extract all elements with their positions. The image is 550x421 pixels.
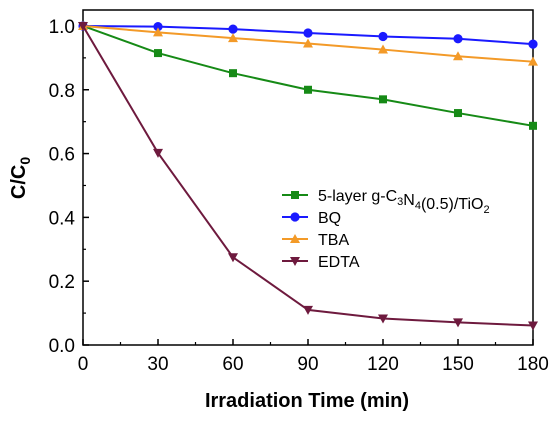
legend-label-part: N [403, 192, 415, 209]
data-point [228, 33, 238, 43]
data-point [78, 21, 88, 31]
x-tick-label: 90 [297, 354, 318, 375]
legend-marker [290, 212, 300, 222]
series-line [82, 25, 534, 327]
series-5-layer-g-c3n4-0-5-tio2 [79, 21, 537, 130]
data-point [528, 39, 538, 49]
data-point [453, 34, 463, 44]
data-point [303, 28, 313, 38]
y-tick-label: 0.8 [49, 81, 75, 102]
series-edta [78, 21, 538, 331]
x-tick-label: 150 [442, 354, 474, 375]
x-tick-label: 60 [222, 354, 243, 375]
x-tick-label: 30 [147, 354, 168, 375]
legend-label-part: BQ [318, 210, 341, 227]
legend-marker [291, 191, 299, 199]
data-point [228, 24, 238, 34]
legend-label-part: 4 [415, 200, 421, 212]
data-point [154, 49, 162, 58]
legend-item: BQ [282, 210, 341, 227]
legend-label-part: (0.5)/TiO [421, 196, 484, 213]
data-point [378, 31, 388, 42]
data-point [153, 27, 163, 37]
data-point [529, 121, 537, 130]
legend-label: BQ [318, 210, 341, 227]
data-point [304, 85, 312, 94]
legend-item: TBA [282, 232, 349, 249]
y-tick-label: 0.4 [49, 208, 76, 229]
legend-label: TBA [318, 232, 349, 249]
legend-marker [290, 257, 300, 266]
data-point [453, 51, 463, 61]
legend-label-part: 2 [483, 204, 489, 216]
axis-ticks: 0 30 60 90 120 150 180 0.0 0.2 0.4 0.6 0.8 1.0 [49, 17, 549, 375]
legend-label-part: 5-layer g-C [318, 188, 397, 205]
y-axis-title-main: C/C [8, 165, 30, 199]
legend-item: 5-layer g-C3N4(0.5)/TiO2 [282, 188, 490, 216]
data-point [378, 44, 388, 54]
legend-label-part: 3 [397, 196, 403, 208]
data-point [528, 321, 538, 331]
legend-label: EDTA [318, 254, 360, 271]
data-point [378, 314, 388, 324]
series-tba [78, 20, 538, 66]
legend-label: 5-layer g-C3N4(0.5)/TiO2 [318, 188, 490, 216]
x-tick-label: 180 [517, 354, 549, 375]
legend-item: EDTA [282, 254, 360, 271]
data-point [303, 38, 313, 48]
data-point [153, 21, 163, 32]
plot-frame [82, 9, 534, 346]
data-point [228, 253, 238, 263]
data-point [379, 95, 387, 104]
data-point [153, 148, 163, 158]
x-tick-label: 120 [367, 354, 399, 375]
data-point [528, 56, 538, 66]
data-point [454, 109, 462, 118]
legend-label-part: EDTA [318, 254, 360, 271]
y-tick-label: 0.0 [49, 336, 75, 357]
data-point [229, 69, 237, 78]
data-point [453, 318, 463, 328]
x-tick-label: 0 [78, 354, 89, 375]
y-axis-title: C/C0 [8, 157, 33, 199]
data-point [303, 305, 313, 315]
y-axis-title-subscript: 0 [17, 157, 33, 165]
y-tick-label: 0.2 [49, 272, 75, 293]
data-series [78, 20, 538, 331]
y-tick-label: 1.0 [49, 17, 75, 38]
y-tick-label: 0.6 [49, 145, 75, 166]
x-axis-title: Irradiation Time (min) [205, 390, 409, 412]
legend-marker [290, 234, 300, 243]
legend-label-part: TBA [318, 232, 349, 249]
